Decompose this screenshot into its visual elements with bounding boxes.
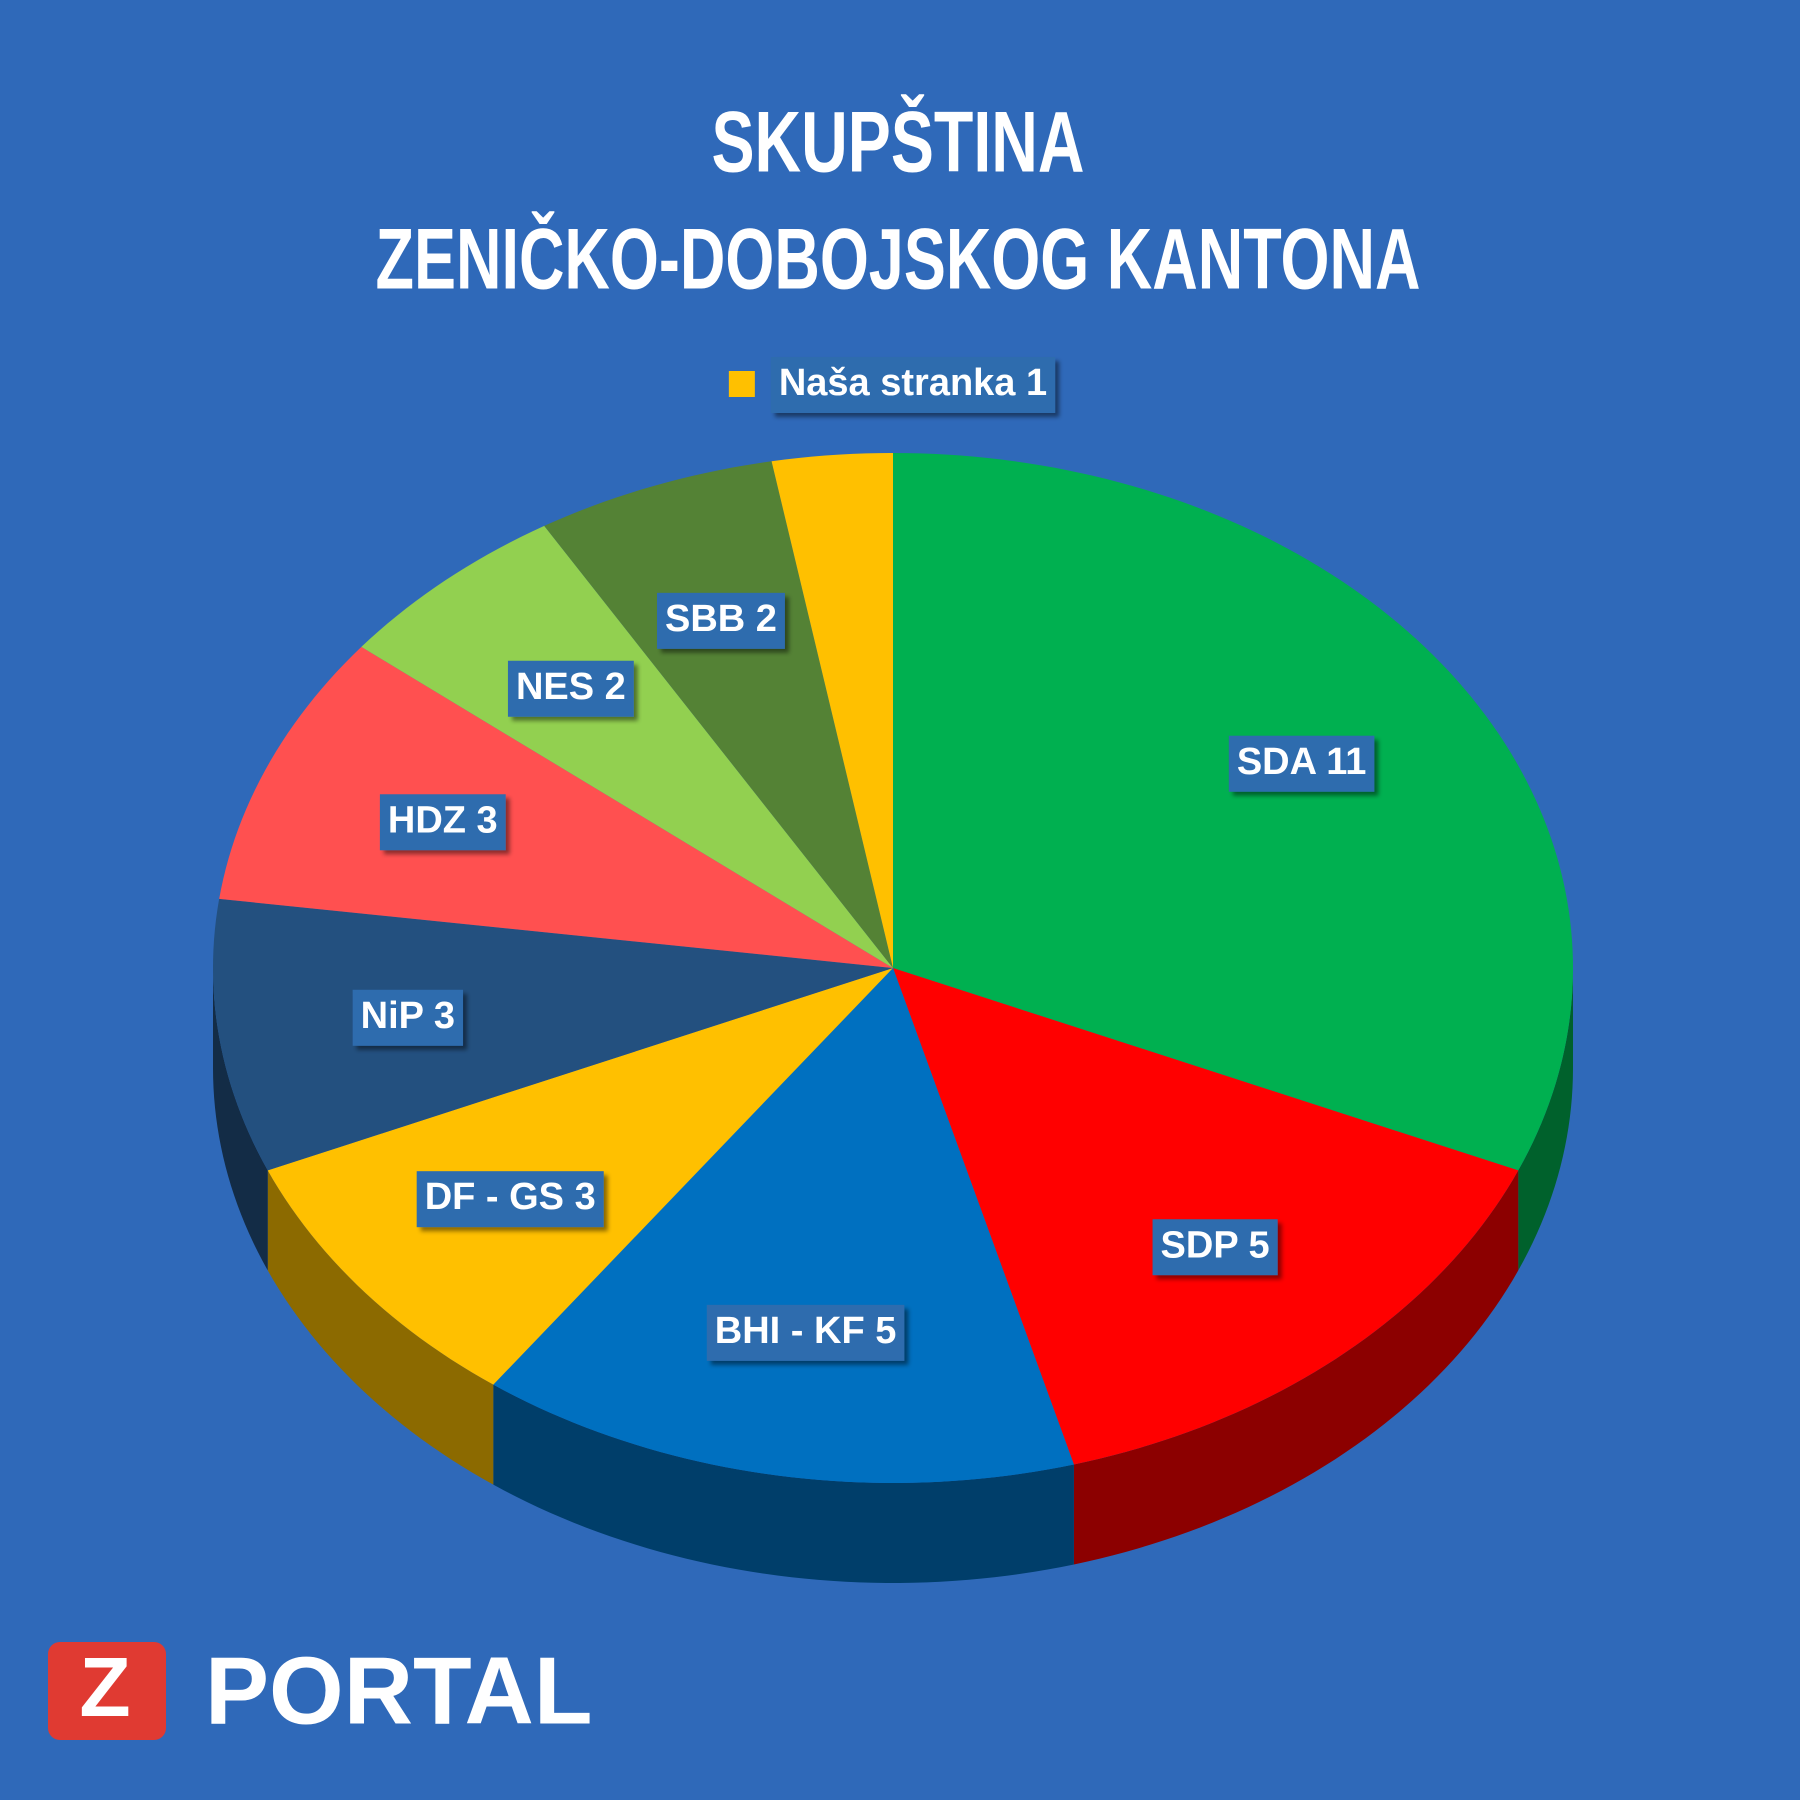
slice: [893, 968, 1519, 1465]
logo-box: [48, 1642, 166, 1740]
data-label-text: SBB 2: [665, 598, 777, 640]
slice: [893, 453, 1573, 1171]
slice: [219, 646, 893, 968]
data-label: DF - GS 3: [416, 1171, 604, 1228]
slice: [213, 898, 894, 1171]
data-label-text: BHI - KF 5: [715, 1310, 897, 1352]
data-label: BHI - KF 5: [706, 1304, 905, 1361]
data-label-text: HDZ 3: [388, 799, 498, 841]
data-label-text: NES 2: [516, 666, 626, 708]
data-label-text: NiP 3: [361, 995, 455, 1037]
data-label: NES 2: [507, 660, 634, 717]
label-box: [1228, 735, 1375, 792]
label-box: [1152, 1219, 1278, 1276]
data-label: HDZ 3: [379, 794, 506, 851]
data-label: Naša stranka 1: [728, 357, 1056, 413]
slice: [771, 453, 893, 968]
label-box: [657, 592, 785, 649]
label-box: [507, 660, 634, 717]
label-box: [706, 1304, 905, 1361]
data-label: NiP 3: [352, 989, 464, 1046]
data-label: SBB 2: [657, 592, 785, 649]
slice-side: [1518, 968, 1573, 1271]
logo-mark: Z: [79, 1640, 130, 1734]
data-label: SDA 11: [1228, 735, 1375, 792]
label-box: [416, 1171, 604, 1228]
chart-title: ZENIČKO-DOBOJSKOG KANTONA: [376, 212, 1421, 308]
data-label-text: Naša stranka 1: [779, 362, 1047, 404]
slice: [493, 968, 1074, 1483]
data-label-text: SDP 5: [1161, 1224, 1270, 1266]
slice-side: [267, 1170, 494, 1485]
data-label-text: SDA 11: [1237, 741, 1367, 783]
pie: [213, 453, 1573, 1583]
slice-side: [213, 968, 268, 1271]
slice-side: [493, 1384, 1074, 1583]
labels: SDA 11 SDP 5 BHI - KF 5 DF - GS 3 NiP 3 HDZ 3…: [352, 357, 1375, 1361]
logo-text: PORTAL: [205, 1637, 593, 1744]
slice: [544, 461, 893, 968]
chart-title: SKUPŠTINA: [712, 95, 1085, 191]
label-box: [352, 989, 464, 1046]
legend-swatch: [728, 371, 755, 397]
slice-side: [1073, 1170, 1519, 1565]
label-box: [379, 794, 506, 851]
label-box: [770, 357, 1056, 413]
slice: [361, 525, 893, 968]
data-label: SDP 5: [1152, 1219, 1278, 1276]
data-label-text: DF - GS 3: [425, 1176, 596, 1218]
